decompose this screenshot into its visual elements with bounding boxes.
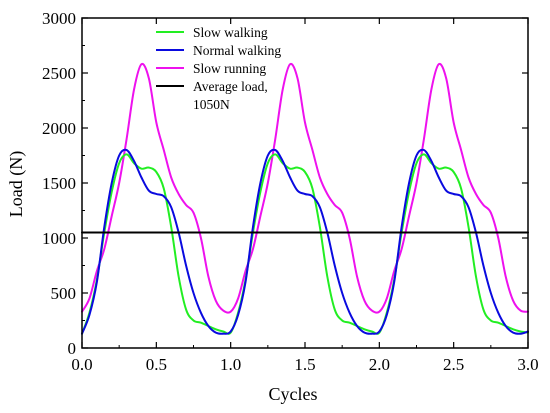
series-line-normal-walking — [81, 148, 529, 335]
y-tick-label: 1500 — [42, 174, 76, 193]
x-tick-label: 2.5 — [443, 355, 464, 374]
y-tick-label: 2500 — [42, 64, 76, 83]
legend-label-slow-running: Slow running — [193, 61, 266, 76]
y-tick-label: 500 — [51, 284, 77, 303]
axes-layer: 0.0 0.5 1.0 1.5 2.0 2.5 3.0 0 500 1000 1500 2000 250… — [42, 9, 539, 374]
series-line-slow-running — [81, 62, 529, 314]
x-tick-label: 3.0 — [517, 355, 538, 374]
legend-label-slow-walking: Slow walking — [193, 25, 268, 40]
x-tick-label: 2.0 — [369, 355, 390, 374]
legend-label-normal-walking: Normal walking — [193, 43, 281, 58]
y-tick-label: 1000 — [42, 229, 76, 248]
x-tick-label: 1.5 — [294, 355, 315, 374]
x-tick-label: 0.0 — [71, 355, 92, 374]
legend-label-average-load-1050n: Average load, — [193, 79, 268, 94]
plot-frame — [81, 17, 529, 349]
y-tick-label: 3000 — [42, 9, 76, 28]
x-tick-label: 0.5 — [146, 355, 167, 374]
legend: Slow walking Normal walking Slow running Av… — [156, 25, 281, 112]
x-tick-label: 1.0 — [220, 355, 241, 374]
y-tick-label: 2000 — [42, 119, 76, 138]
series-layer — [81, 62, 529, 335]
legend-label-average-load-1050n: 1050N — [193, 97, 230, 112]
y-axis-label: Load (N) — [6, 151, 27, 217]
x-axis-label: Cycles — [269, 384, 318, 404]
y-tick-label: 0 — [68, 339, 77, 358]
series-line-slow-walking — [81, 153, 529, 335]
